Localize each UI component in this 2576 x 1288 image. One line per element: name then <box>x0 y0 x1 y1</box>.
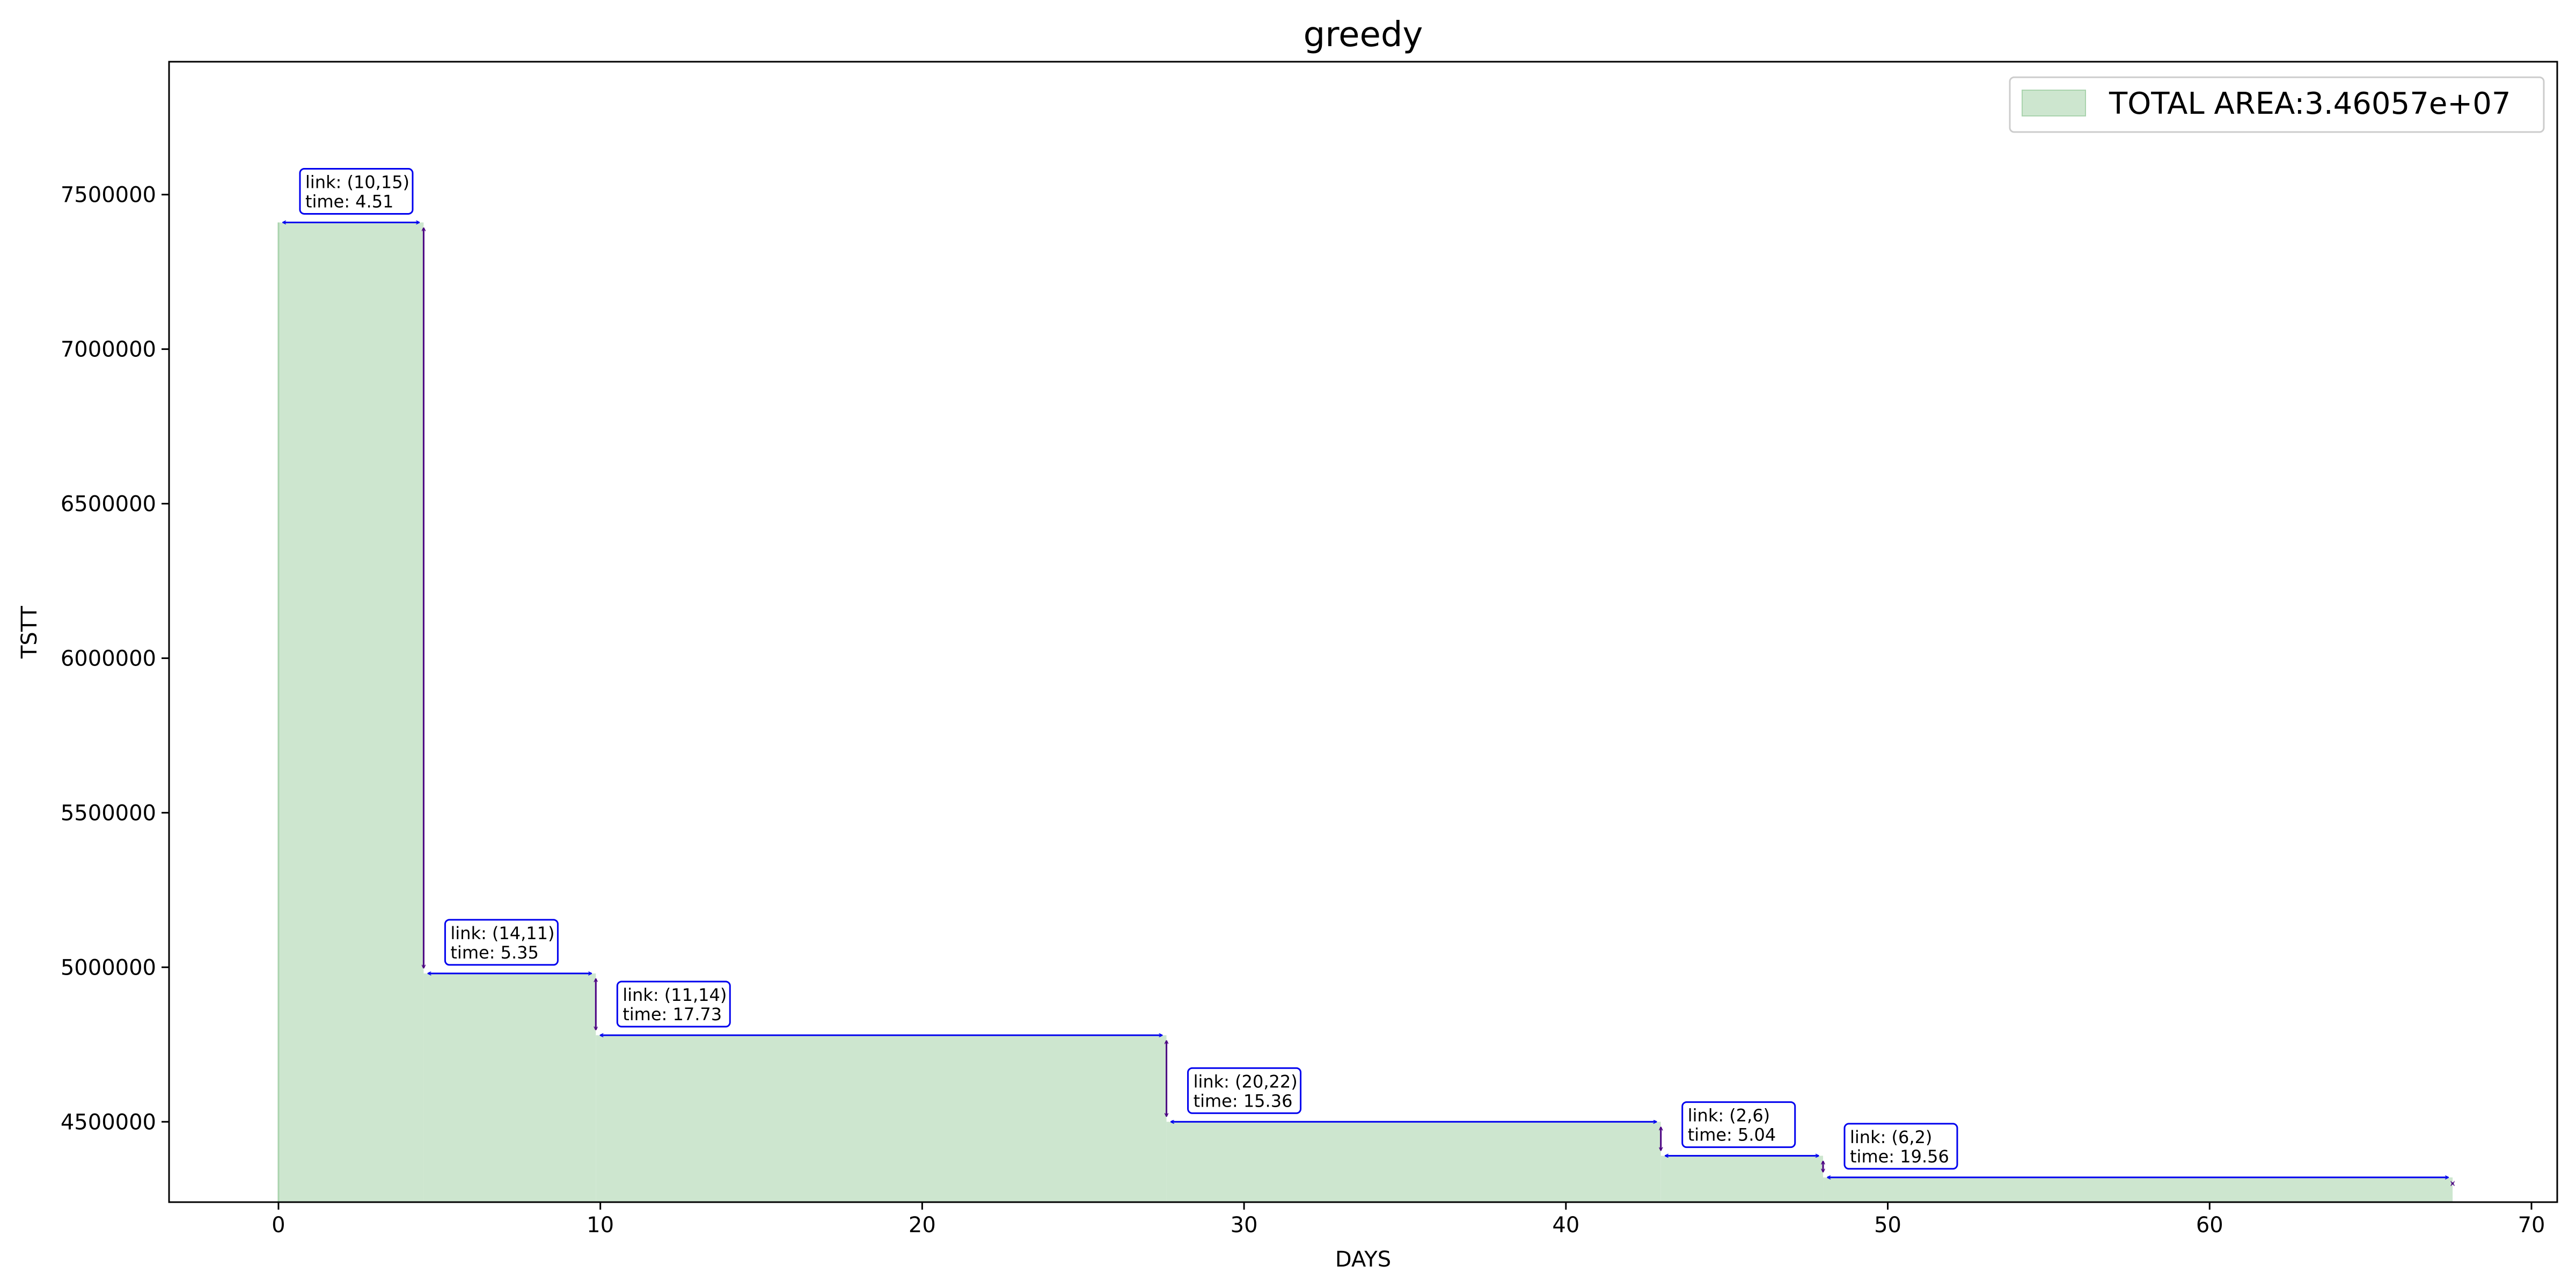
y-tick-label: 4500000 <box>61 1110 156 1135</box>
annotation-5: link: (6,2)time: 19.56 <box>1843 1123 1958 1170</box>
x-tick-label: 30 <box>1231 1213 1258 1238</box>
annotation-0: link: (10,15)time: 4.51 <box>299 167 414 215</box>
x-tick-label: 50 <box>1874 1213 1901 1238</box>
annotation-link-text: link: (20,22) <box>1194 1071 1298 1092</box>
x-tick-label: 70 <box>2518 1213 2545 1238</box>
legend-label: TOTAL AREA:3.46057e+07 <box>2109 86 2511 121</box>
annotation-time-text: time: 19.56 <box>1850 1146 1949 1167</box>
annotation-time-text: time: 5.04 <box>1688 1125 1776 1145</box>
annotation-box <box>299 167 414 215</box>
annotation-box <box>1187 1067 1302 1114</box>
annotation-time-text: time: 4.51 <box>305 191 394 211</box>
y-tick-label: 5000000 <box>61 955 156 980</box>
annotation-2: link: (11,14)time: 17.73 <box>616 980 731 1028</box>
area-step-2 <box>596 1035 1167 1202</box>
plot-frame <box>168 61 2558 1203</box>
y-tick-label: 7000000 <box>61 338 156 362</box>
annotation-link-text: link: (10,15) <box>305 172 409 192</box>
x-tick-label: 10 <box>587 1213 614 1238</box>
annotation-box <box>1681 1101 1796 1148</box>
x-tick-label: 0 <box>272 1213 285 1238</box>
y-tick-label: 7500000 <box>61 183 156 208</box>
y-axis-label: TSTT <box>17 605 42 659</box>
x-axis: 0 10 20 30 40 50 60 70 <box>272 1202 2545 1238</box>
y-tick-label: 6500000 <box>61 492 156 517</box>
area-step-1 <box>423 973 596 1202</box>
area-step-4 <box>1660 1155 1824 1202</box>
x-tick-label: 20 <box>909 1213 936 1238</box>
annotation-box <box>616 980 731 1028</box>
y-tick-label: 5500000 <box>61 801 156 825</box>
y-axis: 4500000 5000000 5500000 6000000 6500000 70000… <box>61 183 169 1135</box>
annotation-time-text: time: 5.35 <box>450 942 539 963</box>
area-step-3 <box>1166 1122 1661 1202</box>
x-axis-label: DAYS <box>1335 1247 1391 1272</box>
annotation-4: link: (2,6)time: 5.04 <box>1681 1101 1796 1148</box>
area-step-0 <box>278 222 424 1202</box>
annotation-1: link: (14,11)time: 5.35 <box>444 919 559 966</box>
annotation-link-text: link: (14,11) <box>450 923 554 943</box>
annotation-link-text: link: (2,6) <box>1688 1106 1770 1126</box>
annotation-box <box>1843 1123 1958 1170</box>
x-tick-label: 60 <box>2196 1213 2223 1238</box>
annotation-link-text: link: (6,2) <box>1850 1127 1932 1147</box>
chart-title: greedy <box>1304 15 1423 55</box>
annotation-3: link: (20,22)time: 15.36 <box>1187 1067 1302 1114</box>
legend: TOTAL AREA:3.46057e+07 <box>2009 76 2545 133</box>
area-layer <box>277 222 2453 1202</box>
arrow-layer <box>283 222 2453 1184</box>
y-tick-label: 6000000 <box>61 646 156 671</box>
annotation-link-text: link: (11,14) <box>623 985 727 1005</box>
annotation-time-text: time: 17.73 <box>623 1004 722 1024</box>
area-step-5 <box>1823 1177 2453 1202</box>
legend-box <box>2009 76 2545 133</box>
x-tick-label: 40 <box>1552 1213 1579 1238</box>
annotation-box <box>444 919 559 966</box>
legend-swatch <box>2022 90 2086 116</box>
annotation-time-text: time: 15.36 <box>1194 1091 1293 1111</box>
